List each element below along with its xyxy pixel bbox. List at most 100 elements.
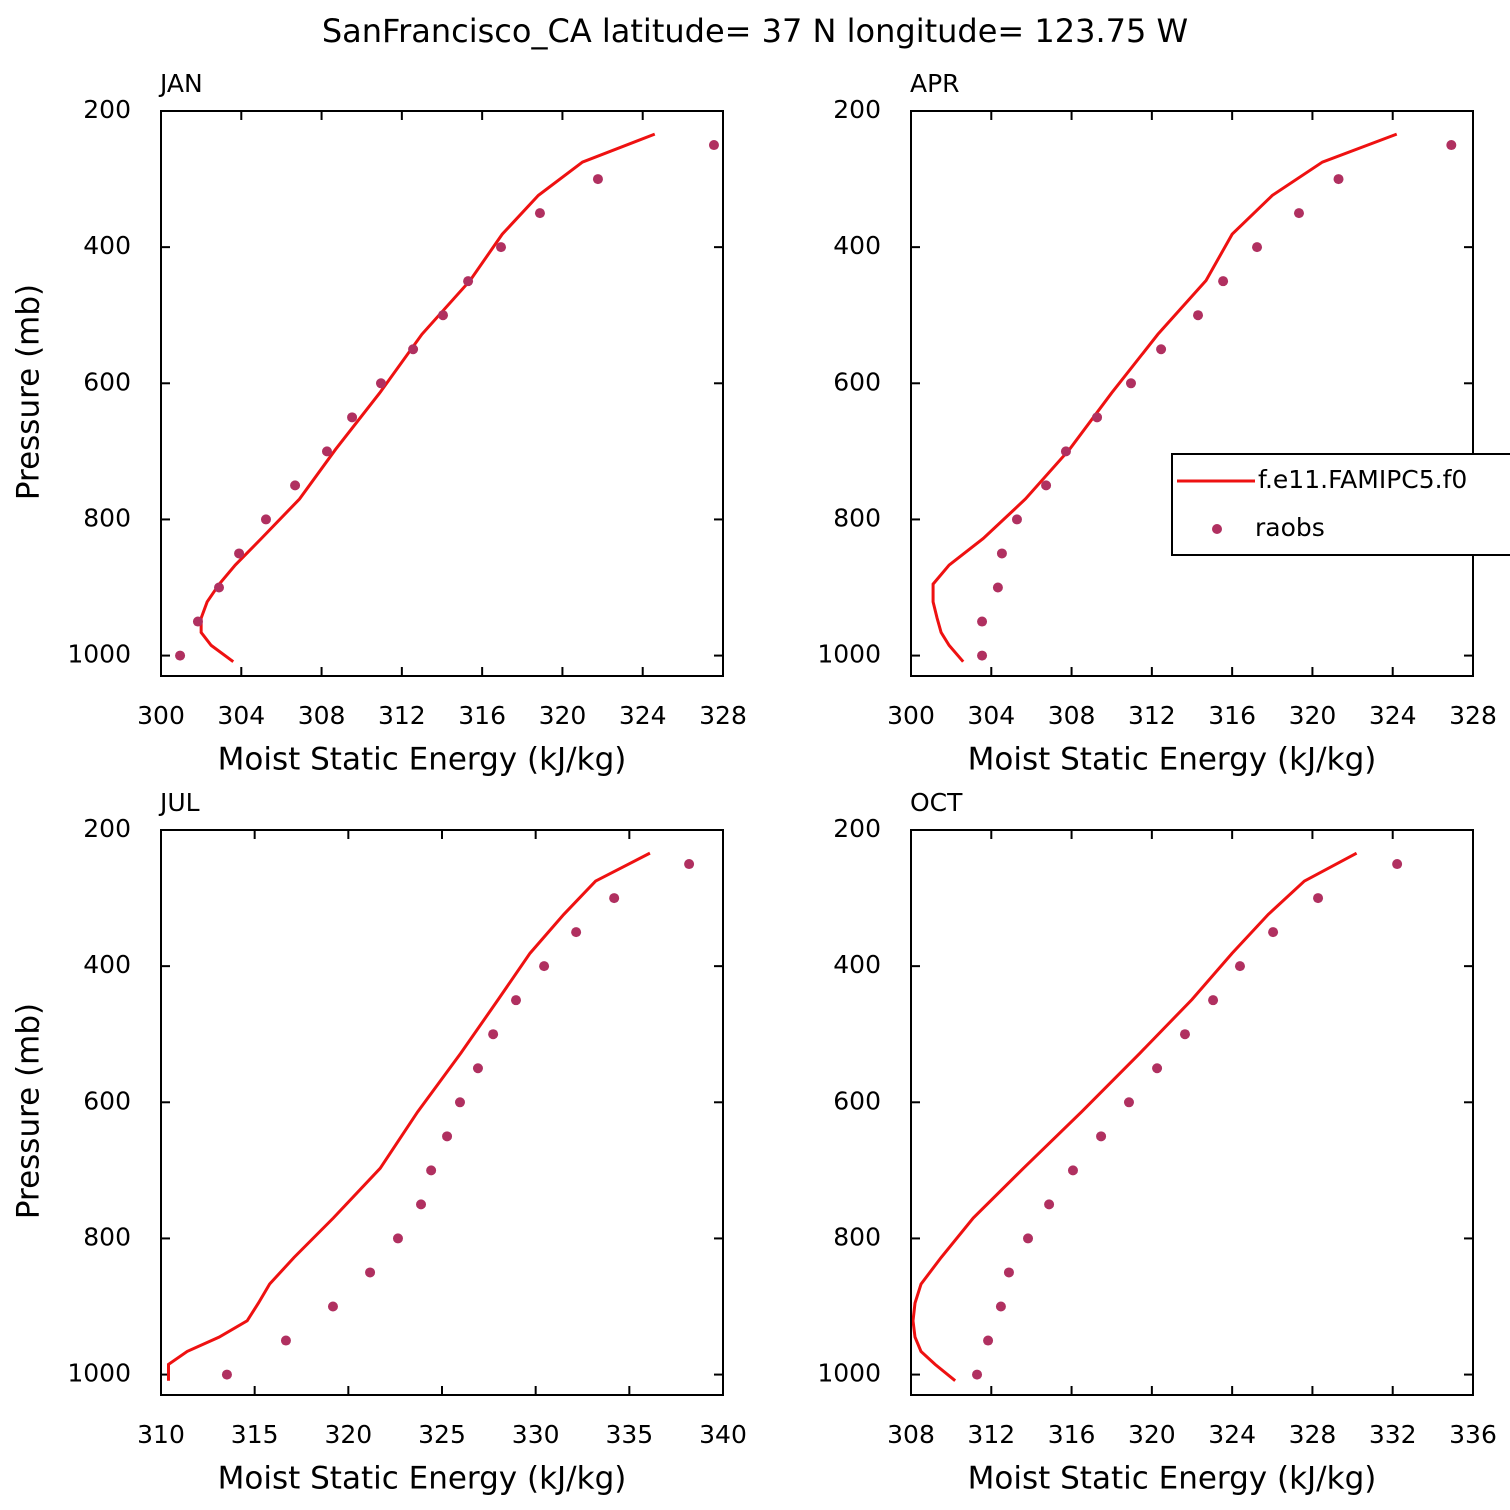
obs-point <box>408 344 419 355</box>
x-axis-label: Moist Static Energy (kJ/kg) <box>218 1461 627 1497</box>
plot-frame <box>160 829 724 1396</box>
x-tick-label: 312 <box>967 1420 1015 1449</box>
x-axis-label: Moist Static Energy (kJ/kg) <box>968 1461 1377 1497</box>
obs-point <box>375 378 386 389</box>
obs-point <box>192 616 203 627</box>
y-tick-label: 400 <box>833 231 881 260</box>
model-line <box>931 132 1398 663</box>
x-tick-label: 310 <box>137 1420 185 1449</box>
y-axis-label: Pressure (mb) <box>11 1003 47 1219</box>
obs-point <box>1193 310 1204 321</box>
obs-point <box>463 276 474 287</box>
obs-point <box>1156 344 1167 355</box>
plot-frame <box>910 829 1474 1396</box>
y-tick-label: 400 <box>83 950 131 979</box>
x-tick-label: 325 <box>418 1420 466 1449</box>
x-tick-label: 328 <box>699 701 747 730</box>
y-tick-label: 200 <box>833 95 881 124</box>
x-tick-label: 340 <box>699 1420 747 1449</box>
obs-point <box>488 1029 499 1040</box>
obs-point <box>1092 412 1103 423</box>
obs-point <box>392 1233 403 1244</box>
obs-point <box>977 616 988 627</box>
y-tick-label: 600 <box>83 1086 131 1115</box>
x-tick-label: 300 <box>887 701 935 730</box>
x-tick-label: 320 <box>324 1420 372 1449</box>
obs-point <box>1313 893 1324 904</box>
y-tick-label: 800 <box>83 1222 131 1251</box>
obs-point <box>1392 859 1403 870</box>
obs-point <box>1446 140 1457 151</box>
y-tick-label: 800 <box>833 1222 881 1251</box>
obs-point <box>365 1267 376 1278</box>
obs-point <box>1003 1267 1014 1278</box>
legend-label: raobs <box>1255 513 1325 542</box>
y-tick-label: 800 <box>833 503 881 532</box>
y-axis-label: Pressure (mb) <box>11 284 47 500</box>
obs-point <box>442 1131 453 1142</box>
model-line <box>166 851 651 1381</box>
obs-point <box>571 927 582 938</box>
obs-point <box>996 548 1007 559</box>
x-tick-label: 328 <box>1289 1420 1337 1449</box>
y-tick-label: 1000 <box>67 1359 131 1388</box>
obs-point <box>539 961 550 972</box>
x-tick-label: 335 <box>605 1420 653 1449</box>
obs-point <box>214 582 225 593</box>
obs-point <box>983 1335 994 1346</box>
x-axis-label: Moist Static Energy (kJ/kg) <box>218 742 627 778</box>
obs-point <box>1060 446 1071 457</box>
obs-point <box>280 1335 291 1346</box>
x-tick-label: 304 <box>967 701 1015 730</box>
obs-point <box>1023 1233 1034 1244</box>
plot-frame <box>160 110 724 677</box>
obs-point <box>1333 174 1344 185</box>
x-tick-label: 300 <box>137 701 185 730</box>
panel: JAN 200 400 600 800 1000 300 304 308 312 316 320 324… <box>11 69 747 778</box>
x-tick-label: 328 <box>1449 701 1497 730</box>
obs-point <box>992 582 1003 593</box>
x-tick-label: 324 <box>1369 701 1417 730</box>
obs-point <box>1179 1029 1190 1040</box>
obs-point <box>327 1301 338 1312</box>
obs-point <box>1218 276 1229 287</box>
obs-point <box>1067 1165 1078 1176</box>
legend-box <box>1171 453 1510 556</box>
obs-point <box>609 893 620 904</box>
obs-point <box>1268 927 1279 938</box>
x-tick-label: 308 <box>887 1420 935 1449</box>
obs-point <box>1152 1063 1163 1074</box>
obs-point <box>1011 514 1022 525</box>
obs-point <box>510 995 521 1006</box>
obs-point <box>1293 208 1304 219</box>
legend-marker <box>1212 524 1222 534</box>
x-tick-label: 324 <box>1208 1420 1256 1449</box>
obs-point <box>684 859 695 870</box>
y-tick-label: 800 <box>83 503 131 532</box>
x-tick-label: 316 <box>1048 1420 1096 1449</box>
obs-point <box>175 650 186 661</box>
obs-point <box>1208 995 1219 1006</box>
x-tick-label: 332 <box>1369 1420 1417 1449</box>
x-tick-label: 316 <box>1208 701 1256 730</box>
x-tick-label: 320 <box>1289 701 1337 730</box>
panel: APR 200 400 600 800 1000 300 304 308 312 316 320 324… <box>817 69 1510 778</box>
obs-point <box>534 208 545 219</box>
obs-point <box>221 1369 232 1380</box>
model-line <box>911 851 1358 1382</box>
obs-point <box>438 310 449 321</box>
obs-point <box>1044 1199 1055 1210</box>
y-tick-label: 200 <box>83 814 131 843</box>
obs-point <box>1096 1131 1107 1142</box>
obs-point <box>321 446 332 457</box>
x-tick-label: 316 <box>458 701 506 730</box>
y-tick-label: 200 <box>83 95 131 124</box>
x-tick-label: 304 <box>217 701 265 730</box>
obs-point <box>290 480 301 491</box>
y-tick-label: 600 <box>833 367 881 396</box>
obs-point <box>995 1301 1006 1312</box>
x-tick-label: 324 <box>619 701 667 730</box>
obs-point <box>1234 961 1245 972</box>
obs-point <box>416 1199 427 1210</box>
